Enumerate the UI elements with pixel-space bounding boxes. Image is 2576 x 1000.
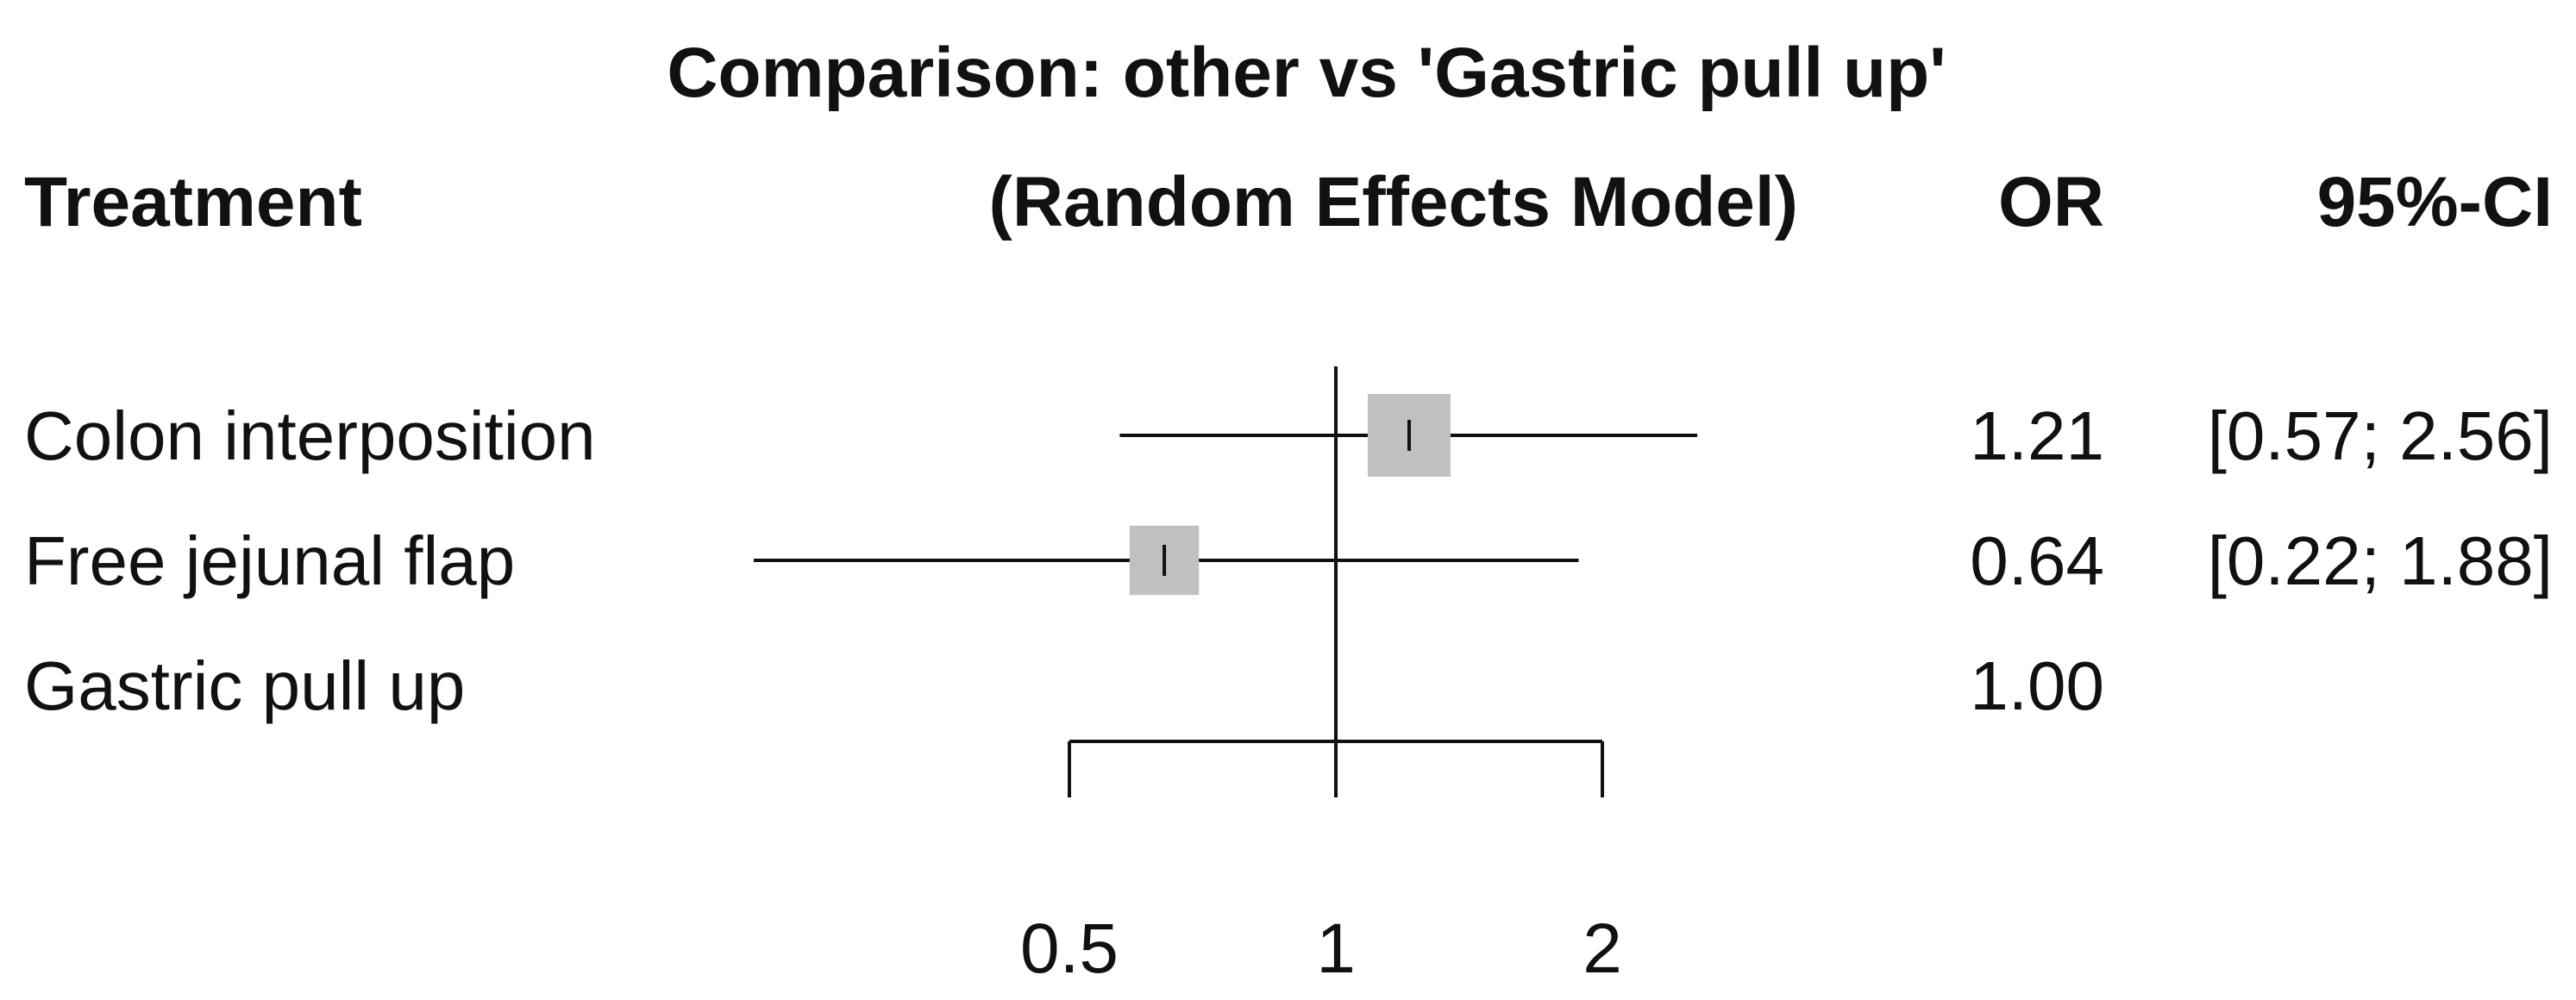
row-label-colon-interposition: Colon interposition	[24, 397, 596, 474]
row-label-gastric-pull-up: Gastric pull up	[24, 647, 465, 724]
or-value-colon-interposition: 1.21	[1970, 397, 2104, 474]
ci-value-colon-interposition: [0.57; 2.56]	[2208, 397, 2553, 474]
x-tick-label-2: 2	[1583, 909, 1622, 988]
treatment-column-header: Treatment	[24, 163, 362, 241]
or-column-header: OR	[1998, 163, 2104, 241]
chart-title: Comparison: other vs 'Gastric pull up'	[667, 34, 1946, 112]
ci-value-free-jejunal-flap: [0.22; 1.88]	[2208, 522, 2553, 599]
or-value-free-jejunal-flap: 0.64	[1970, 522, 2104, 599]
or-value-gastric-pull-up: 1.00	[1970, 647, 2104, 724]
x-tick-label-0: 0.5	[1020, 909, 1119, 988]
ci-column-header: 95%-CI	[2317, 163, 2553, 241]
chart-subtitle: (Random Effects Model)	[989, 163, 1798, 241]
x-tick-label-1: 1	[1316, 909, 1356, 988]
row-label-free-jejunal-flap: Free jejunal flap	[24, 522, 515, 599]
